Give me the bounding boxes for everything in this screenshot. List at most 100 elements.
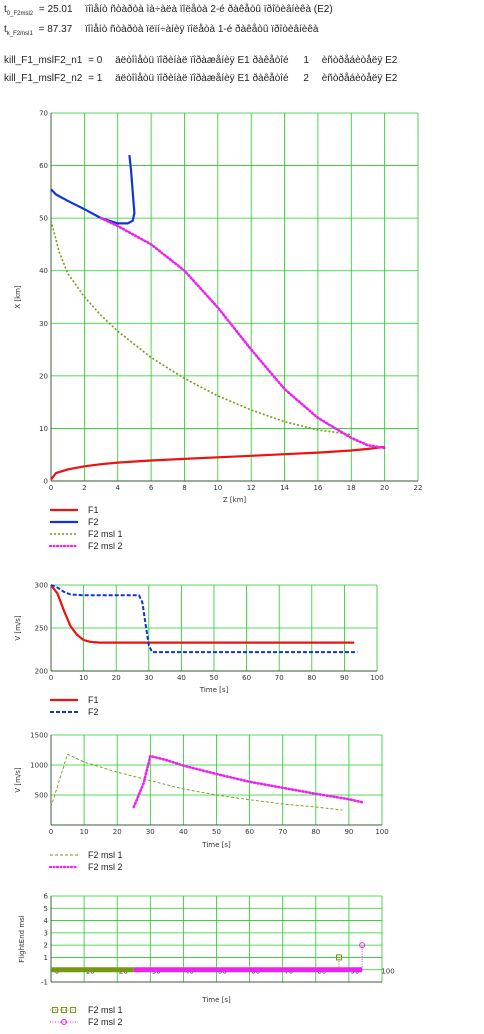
y-tick-label: 2 — [44, 942, 48, 950]
x-tick-label: 70 — [275, 674, 284, 682]
y-tick-label: 500 — [35, 792, 48, 800]
x-tick-label: 12 — [247, 484, 256, 492]
chart-2: 0 10 20 30 40 50 60 70 80 90 100 200 250 300 Time [s] V… — [14, 582, 384, 718]
x-tick-label: 40 — [177, 674, 186, 682]
x-tick-label: 10 — [79, 674, 88, 682]
x-tick-label: 50 — [212, 828, 221, 836]
t0-description: ïîìåíò ñòàðòà ìà÷àëà ïîëåòà 2-é ðàêåòû ï… — [85, 4, 333, 15]
x-tick-label: 90 — [340, 674, 349, 682]
y-axis-label: FlightEnd msl — [18, 915, 26, 963]
tk-symbol: t — [4, 24, 7, 35]
y-tick-label: 60 — [39, 162, 48, 170]
x-axis-label: Z [km] — [223, 496, 247, 504]
chart-3: 0 10 20 30 40 50 60 70 80 90 100 500 1000 1500 Time [s… — [14, 732, 389, 873]
series-line-F2-msl-1 — [50, 753, 343, 811]
y-axis-label: V [m/s] — [14, 615, 22, 641]
x-tick-label: 30 — [146, 828, 155, 836]
y-tick-label: 250 — [35, 625, 48, 633]
x-tick-label: 20 — [380, 484, 389, 492]
legend-label: F1 — [88, 695, 99, 705]
series-line-F2-msl-2 — [99, 216, 386, 450]
y-tick-label: 6 — [44, 893, 49, 901]
y-tick-label: 50 — [39, 215, 48, 223]
x-tick-label: 100 — [375, 828, 388, 836]
legend-marker — [61, 1007, 67, 1013]
legend-label: F2 — [88, 707, 99, 717]
y-tick-label: 20 — [39, 372, 48, 380]
y-tick-label: -1 — [41, 979, 48, 987]
legend-label: F2 msl 2 — [88, 862, 123, 872]
x-axis-label: Time [s] — [199, 686, 229, 694]
x-tick-label: 6 — [149, 484, 154, 492]
header-line-tk: tk_F2msl1 = 87.37 ïîìåíò ñòàðòà ïëïí÷àíè… — [4, 24, 318, 37]
chart-1: 0 2 4 6 8 10 12 14 16 18 20 22 0 10 20 30 40 50 60 70 Z [km]… — [14, 110, 422, 552]
legend-label: F2 msl 1 — [88, 850, 123, 860]
series-line-F2-msl-2 — [132, 754, 364, 809]
kill2-description2: èñòðåáèòåëÿ E2 — [321, 73, 398, 84]
x-tick-label: 80 — [307, 674, 316, 682]
kill2-value: = 1 — [88, 73, 103, 84]
x-tick-label: 70 — [278, 828, 287, 836]
series-line-F1 — [50, 584, 355, 644]
x-tick-label: 20 — [112, 674, 121, 682]
legend-label: F2 msl 1 — [88, 1005, 123, 1015]
legend-label: F2 — [88, 517, 99, 527]
legend-label: F2 msl 1 — [88, 529, 123, 539]
y-tick-label: 1000 — [30, 762, 48, 770]
tk-subscript: k_F2msl1 — [6, 31, 33, 37]
y-tick-label: 0 — [44, 478, 48, 486]
series-line-F1 — [50, 445, 385, 481]
data-point — [335, 954, 342, 961]
t0-symbol: t — [4, 4, 7, 15]
x-tick-label: 50 — [210, 674, 219, 682]
series-line-F2-msl-1 — [50, 220, 352, 436]
legend-label: F1 — [88, 505, 99, 515]
series-line-F2 — [50, 154, 136, 225]
x-tick-label: 60 — [242, 674, 251, 682]
y-tick-label: 70 — [39, 110, 48, 118]
x-tick-label: 4 — [115, 484, 120, 492]
x-tick-label: 0 — [49, 484, 53, 492]
x-tick-label: 10 — [213, 484, 222, 492]
data-point — [359, 942, 366, 949]
y-axis-label: X [km] — [14, 285, 22, 309]
tk-value: = 87.37 — [38, 24, 73, 35]
y-tick-label: 4 — [44, 917, 49, 925]
kill1-description2: èñòðåáèòåëÿ E2 — [321, 55, 398, 66]
y-tick-label: 3 — [44, 929, 48, 937]
x-axis-label: Time [s] — [201, 841, 231, 849]
y-tick-label: 200 — [35, 668, 48, 676]
x-tick-label: 16 — [313, 484, 322, 492]
legend-label: F2 msl 2 — [88, 1017, 123, 1027]
y-tick-label: 300 — [35, 582, 48, 590]
y-axis-label: V [m/s] — [14, 767, 22, 793]
x-tick-label: 10 — [80, 828, 89, 836]
x-tick-label: 60 — [245, 828, 254, 836]
legend-label: F2 msl 2 — [88, 541, 123, 551]
x-tick-label: 90 — [344, 828, 353, 836]
series-line-F2 — [50, 584, 358, 654]
kill2-name: kill_F1_mslF2_n2 — [4, 73, 83, 84]
y-tick-label: 40 — [39, 267, 48, 275]
x-tick-label: 20 — [113, 828, 122, 836]
x-tick-label: 8 — [182, 484, 186, 492]
legend-marker — [61, 1019, 67, 1025]
x-tick-label: 100 — [381, 967, 394, 975]
x-tick-label: 0 — [49, 674, 53, 682]
kill1-description: äëòîìåòü ïîðèíàë ïîðàæåíèÿ E1 ðàêåòîé — [115, 55, 289, 66]
x-tick-label: 80 — [311, 828, 320, 836]
header-line-t0: t0_F2msl2 = 25.01 ïîìåíò ñòàðòà ìà÷àëà ï… — [4, 4, 333, 17]
legend-marker — [70, 1007, 76, 1013]
x-tick-label: 14 — [280, 484, 289, 492]
y-tick-label: 30 — [39, 320, 48, 328]
t0-value: = 25.01 — [38, 4, 73, 15]
kill1-number: 1 — [303, 55, 309, 66]
kill2-number: 2 — [303, 73, 309, 84]
x-tick-label: 100 — [370, 674, 383, 682]
tk-description: ïîìåíò ñòàðòà ïëïí÷àíèÿ ïîëåòà 1-é ðàêåò… — [85, 24, 319, 35]
t0-subscript: 0_F2msl2 — [6, 11, 34, 17]
y-tick-label: 1 — [44, 954, 48, 962]
header-line-kill2: kill_F1_mslF2_n2 = 1 äëòîìåòü ïîðèíàë ïî… — [4, 73, 397, 84]
x-tick-label: 22 — [414, 484, 423, 492]
